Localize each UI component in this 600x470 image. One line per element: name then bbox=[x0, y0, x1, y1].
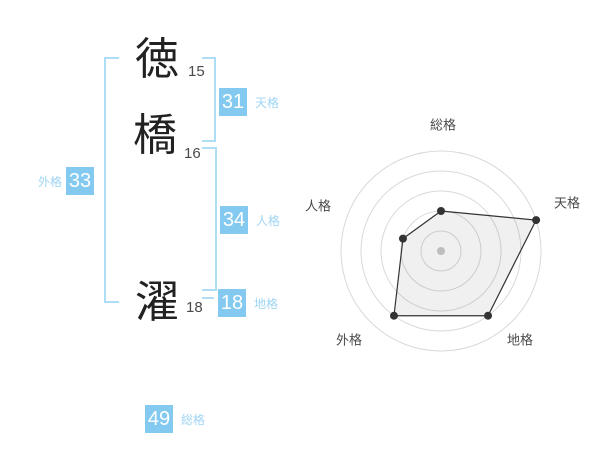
stroke-count-2: 16 bbox=[184, 145, 201, 162]
jinkaku-label: 人格 bbox=[256, 214, 281, 228]
jinkaku-value-box: 34 bbox=[220, 206, 248, 234]
radar-ring bbox=[340, 150, 542, 352]
radar-ring bbox=[420, 230, 462, 272]
name-char-1: 徳 bbox=[135, 35, 179, 84]
radar-polygon bbox=[393, 210, 538, 317]
radar-vertex-dot bbox=[437, 207, 445, 215]
name-char-2: 橋 bbox=[133, 111, 177, 160]
radar-axis-label: 天格 bbox=[554, 195, 580, 210]
tenkaku-value-box: 31 bbox=[219, 88, 247, 116]
radar-vertex-dot bbox=[532, 216, 541, 225]
radar-vertex-dot bbox=[398, 234, 407, 243]
radar-axis-label: 外格 bbox=[336, 332, 362, 347]
radar-axis-label: 人格 bbox=[305, 198, 331, 213]
tenkaku-bracket bbox=[202, 57, 216, 142]
name-char-3: 濯 bbox=[135, 278, 179, 327]
radar-vertex-dot bbox=[484, 311, 493, 320]
gaikaku-bracket bbox=[104, 57, 119, 303]
radar-vertex-dot bbox=[389, 311, 398, 320]
soukaku-value-box: 49 bbox=[145, 405, 173, 433]
radar-axis-label: 地格 bbox=[507, 332, 533, 347]
chikaku-tick bbox=[202, 297, 214, 301]
soukaku-label: 総格 bbox=[181, 413, 206, 427]
stroke-count-1: 15 bbox=[188, 63, 205, 80]
chikaku-value-box: 18 bbox=[218, 289, 246, 317]
gaikaku-value-box: 33 bbox=[66, 167, 94, 195]
radar-axis-label: 総格 bbox=[430, 117, 456, 132]
radar-center-dot bbox=[437, 247, 445, 255]
radar-ring bbox=[380, 190, 502, 312]
jinkaku-bracket bbox=[202, 147, 217, 291]
stroke-count-3: 18 bbox=[186, 299, 203, 316]
tenkaku-label: 天格 bbox=[255, 96, 280, 110]
gaikaku-label: 外格 bbox=[38, 175, 63, 189]
chikaku-label: 地格 bbox=[254, 297, 279, 311]
